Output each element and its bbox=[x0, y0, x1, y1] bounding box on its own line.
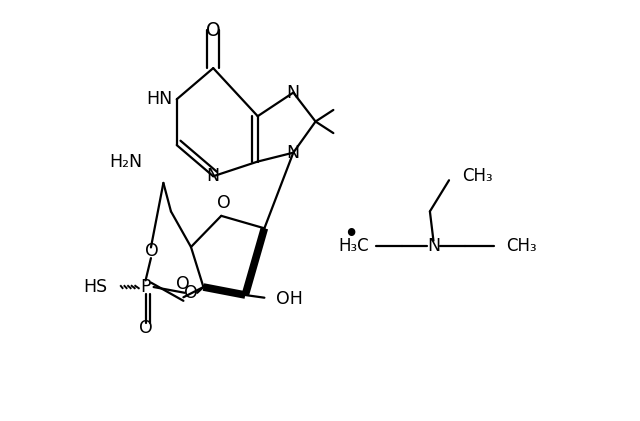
Text: O: O bbox=[184, 284, 198, 302]
Text: P: P bbox=[140, 278, 151, 296]
Text: H₃C: H₃C bbox=[339, 237, 369, 255]
Text: O: O bbox=[139, 320, 152, 337]
Text: O: O bbox=[145, 242, 159, 261]
Text: HS: HS bbox=[84, 278, 108, 296]
Text: O: O bbox=[206, 21, 221, 40]
Text: N: N bbox=[427, 237, 440, 255]
Text: N: N bbox=[287, 144, 300, 162]
Text: N: N bbox=[207, 167, 220, 185]
Text: OH: OH bbox=[275, 290, 302, 309]
Text: O: O bbox=[175, 275, 189, 293]
Text: O: O bbox=[216, 195, 230, 212]
Text: HN: HN bbox=[146, 90, 172, 108]
Text: CH₃: CH₃ bbox=[462, 167, 493, 185]
Text: •: • bbox=[344, 222, 359, 248]
Text: H₂N: H₂N bbox=[109, 152, 142, 171]
Text: CH₃: CH₃ bbox=[506, 237, 536, 255]
Text: N: N bbox=[287, 84, 300, 101]
